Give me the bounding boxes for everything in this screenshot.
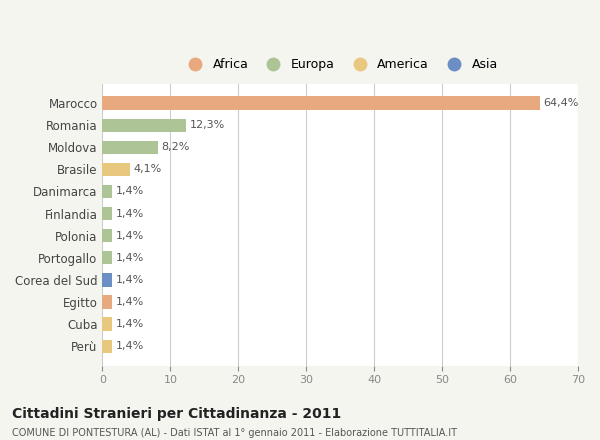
Bar	[103, 340, 112, 353]
Bar	[103, 185, 112, 198]
Text: 1,4%: 1,4%	[115, 209, 143, 219]
Text: 1,4%: 1,4%	[115, 319, 143, 329]
Legend: Africa, Europa, America, Asia: Africa, Europa, America, Asia	[178, 53, 503, 76]
Text: 1,4%: 1,4%	[115, 253, 143, 263]
Text: 1,4%: 1,4%	[115, 231, 143, 241]
Bar	[103, 273, 112, 286]
Text: 1,4%: 1,4%	[115, 187, 143, 197]
Bar	[103, 141, 158, 154]
Text: Cittadini Stranieri per Cittadinanza - 2011: Cittadini Stranieri per Cittadinanza - 2…	[12, 407, 341, 421]
Bar	[103, 96, 540, 110]
Text: COMUNE DI PONTESTURA (AL) - Dati ISTAT al 1° gennaio 2011 - Elaborazione TUTTITA: COMUNE DI PONTESTURA (AL) - Dati ISTAT a…	[12, 428, 457, 438]
Bar	[103, 207, 112, 220]
Bar	[103, 251, 112, 264]
Bar	[103, 118, 186, 132]
Text: 1,4%: 1,4%	[115, 275, 143, 285]
Text: 1,4%: 1,4%	[115, 341, 143, 351]
Text: 12,3%: 12,3%	[190, 120, 224, 130]
Bar	[103, 229, 112, 242]
Bar	[103, 318, 112, 331]
Text: 8,2%: 8,2%	[161, 142, 190, 152]
Text: 1,4%: 1,4%	[115, 297, 143, 307]
Text: 4,1%: 4,1%	[134, 165, 162, 174]
Text: 64,4%: 64,4%	[543, 98, 578, 108]
Bar	[103, 163, 130, 176]
Bar	[103, 295, 112, 308]
